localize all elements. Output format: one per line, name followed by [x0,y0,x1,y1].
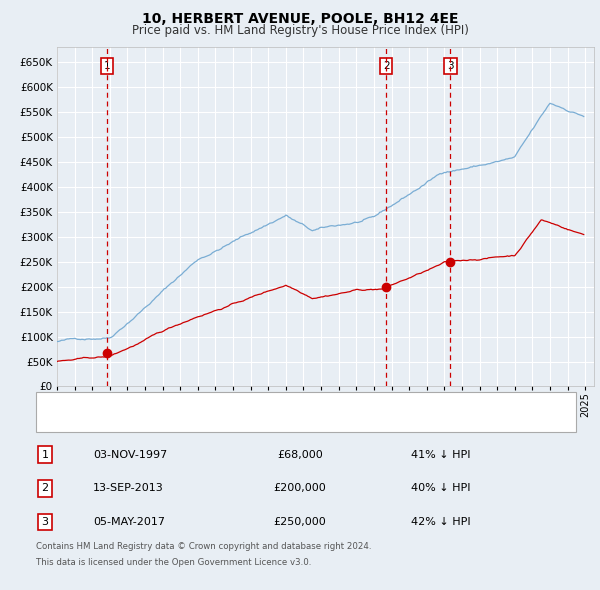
Text: Contains HM Land Registry data © Crown copyright and database right 2024.: Contains HM Land Registry data © Crown c… [36,542,371,550]
Text: 2: 2 [383,61,389,71]
Text: £200,000: £200,000 [274,483,326,493]
Text: 1: 1 [41,450,49,460]
Text: 3: 3 [447,61,454,71]
Text: 05-MAY-2017: 05-MAY-2017 [93,517,165,527]
Text: 03-NOV-1997: 03-NOV-1997 [93,450,167,460]
Text: Price paid vs. HM Land Registry's House Price Index (HPI): Price paid vs. HM Land Registry's House … [131,24,469,37]
Text: 42% ↓ HPI: 42% ↓ HPI [411,517,470,527]
Text: This data is licensed under the Open Government Licence v3.0.: This data is licensed under the Open Gov… [36,558,311,567]
Text: 40% ↓ HPI: 40% ↓ HPI [411,483,470,493]
Text: 10, HERBERT AVENUE, POOLE, BH12 4EE: 10, HERBERT AVENUE, POOLE, BH12 4EE [142,12,458,26]
Text: 10, HERBERT AVENUE, POOLE, BH12 4EE (detached house): 10, HERBERT AVENUE, POOLE, BH12 4EE (det… [85,398,391,408]
Text: 2: 2 [41,483,49,493]
Text: £68,000: £68,000 [277,450,323,460]
Text: 3: 3 [41,517,49,527]
Text: HPI: Average price, detached house, Bournemouth Christchurch and Poole: HPI: Average price, detached house, Bour… [85,416,473,426]
Text: 1: 1 [104,61,110,71]
Text: £250,000: £250,000 [274,517,326,527]
Text: 13-SEP-2013: 13-SEP-2013 [93,483,164,493]
Text: 41% ↓ HPI: 41% ↓ HPI [411,450,470,460]
